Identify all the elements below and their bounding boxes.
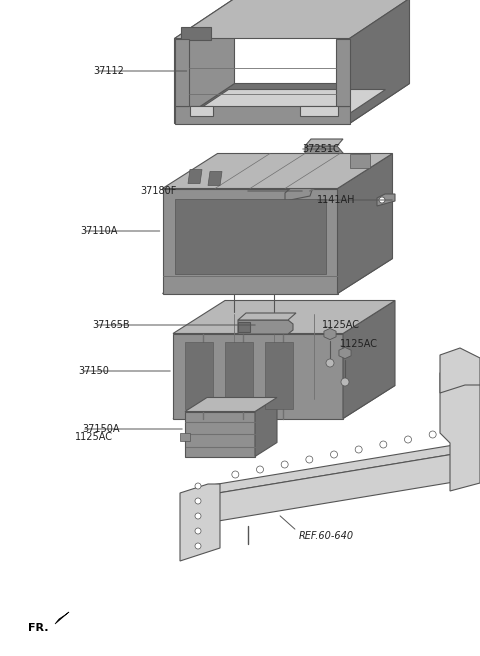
Circle shape bbox=[379, 197, 385, 203]
Polygon shape bbox=[175, 0, 235, 123]
Circle shape bbox=[256, 466, 264, 473]
Circle shape bbox=[195, 513, 201, 519]
Text: 1141AH: 1141AH bbox=[317, 195, 356, 205]
Polygon shape bbox=[238, 313, 296, 320]
Polygon shape bbox=[180, 26, 211, 39]
Circle shape bbox=[429, 431, 436, 438]
Circle shape bbox=[355, 446, 362, 453]
Polygon shape bbox=[188, 441, 478, 498]
Circle shape bbox=[331, 451, 337, 458]
Text: FR.: FR. bbox=[28, 623, 48, 633]
Text: 37251C: 37251C bbox=[302, 144, 340, 154]
Polygon shape bbox=[187, 89, 385, 117]
Polygon shape bbox=[175, 83, 409, 123]
Circle shape bbox=[281, 461, 288, 468]
Polygon shape bbox=[339, 348, 351, 359]
Circle shape bbox=[195, 543, 201, 549]
Circle shape bbox=[232, 471, 239, 478]
Polygon shape bbox=[440, 363, 480, 491]
Text: REF.60-640: REF.60-640 bbox=[299, 531, 354, 541]
Polygon shape bbox=[208, 171, 222, 186]
Polygon shape bbox=[163, 258, 393, 293]
Polygon shape bbox=[173, 300, 395, 333]
Circle shape bbox=[341, 378, 349, 386]
Polygon shape bbox=[188, 169, 202, 184]
Polygon shape bbox=[173, 333, 343, 419]
Polygon shape bbox=[343, 300, 395, 419]
Text: 37150: 37150 bbox=[78, 366, 109, 376]
Polygon shape bbox=[185, 411, 255, 457]
Text: 1125AC: 1125AC bbox=[322, 320, 360, 330]
Circle shape bbox=[326, 359, 334, 367]
Text: 37112: 37112 bbox=[93, 66, 124, 76]
Polygon shape bbox=[225, 342, 253, 409]
Polygon shape bbox=[163, 188, 337, 293]
Circle shape bbox=[195, 483, 201, 489]
Polygon shape bbox=[55, 612, 69, 624]
Polygon shape bbox=[337, 154, 393, 293]
Polygon shape bbox=[238, 322, 250, 332]
Polygon shape bbox=[336, 39, 349, 106]
Polygon shape bbox=[180, 484, 220, 561]
Polygon shape bbox=[300, 106, 337, 115]
Text: 37110A: 37110A bbox=[80, 226, 118, 236]
Text: 37180F: 37180F bbox=[140, 186, 176, 196]
Polygon shape bbox=[175, 39, 189, 106]
Circle shape bbox=[195, 498, 201, 504]
Polygon shape bbox=[238, 320, 293, 334]
Polygon shape bbox=[173, 386, 395, 419]
Text: 1125AC: 1125AC bbox=[75, 432, 113, 442]
Polygon shape bbox=[185, 342, 213, 409]
Circle shape bbox=[380, 441, 387, 448]
Text: 1125AC: 1125AC bbox=[340, 339, 378, 349]
Text: 37165B: 37165B bbox=[92, 320, 130, 330]
Polygon shape bbox=[175, 0, 409, 39]
Polygon shape bbox=[180, 433, 190, 441]
Circle shape bbox=[405, 436, 411, 443]
Text: 37150A: 37150A bbox=[82, 424, 120, 434]
Polygon shape bbox=[175, 199, 325, 274]
Polygon shape bbox=[190, 106, 213, 115]
Polygon shape bbox=[377, 194, 395, 206]
Circle shape bbox=[306, 456, 313, 463]
Polygon shape bbox=[324, 329, 336, 340]
Polygon shape bbox=[255, 398, 277, 457]
Polygon shape bbox=[305, 146, 343, 169]
Polygon shape bbox=[163, 154, 393, 188]
Polygon shape bbox=[175, 106, 349, 123]
Polygon shape bbox=[285, 183, 313, 201]
Polygon shape bbox=[440, 348, 480, 393]
Polygon shape bbox=[305, 139, 343, 146]
Polygon shape bbox=[349, 154, 370, 167]
Polygon shape bbox=[185, 398, 277, 411]
Polygon shape bbox=[188, 453, 460, 526]
Polygon shape bbox=[349, 0, 409, 123]
Polygon shape bbox=[265, 342, 293, 409]
Circle shape bbox=[195, 528, 201, 534]
